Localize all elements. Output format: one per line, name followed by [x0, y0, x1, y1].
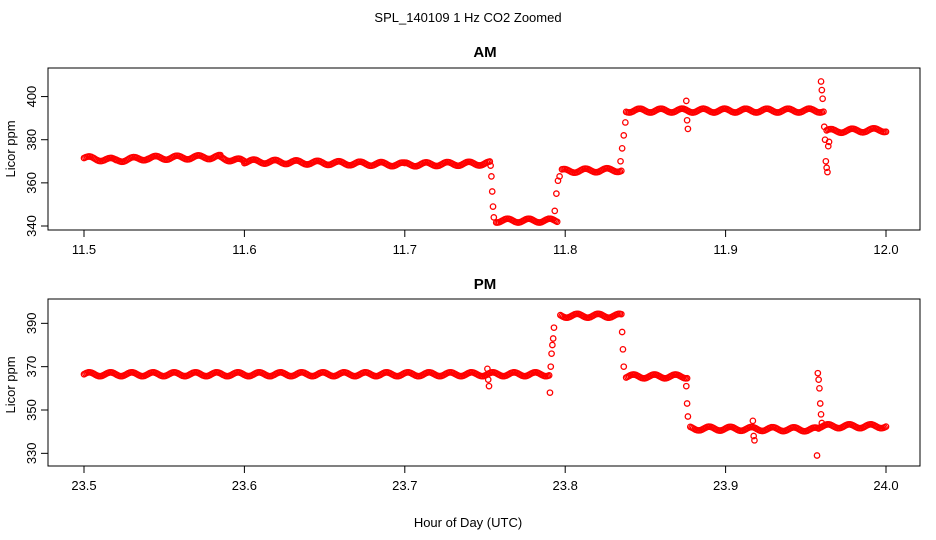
- am-y-tick-label: 380: [24, 129, 39, 151]
- data-point: [619, 345, 627, 353]
- pm-panel-title: PM: [474, 276, 497, 293]
- data-point: [546, 389, 554, 397]
- pm-y-tick-label: 330: [24, 442, 39, 464]
- am-x-tick-label: 11.7: [393, 242, 417, 257]
- pm-y-tick-label: 370: [24, 356, 39, 378]
- data-point: [617, 157, 624, 165]
- data-point: [620, 363, 628, 371]
- data-point: [823, 164, 831, 172]
- data-point: [819, 95, 826, 103]
- data-point: [486, 158, 494, 165]
- data-point: [814, 369, 822, 377]
- pm-y-axis: 330 350 370 390: [24, 312, 49, 464]
- pm-x-tick-label: 23.8: [553, 478, 578, 493]
- x-axis-label: Hour of Day (UTC): [414, 515, 522, 530]
- data-point: [621, 119, 629, 126]
- data-point: [617, 310, 625, 318]
- data-point: [682, 382, 690, 390]
- data-point: [820, 123, 828, 131]
- pm-x-tick-label: 23.7: [392, 478, 417, 493]
- data-point: [549, 335, 557, 342]
- data-point: [618, 328, 626, 336]
- data-point: [750, 432, 758, 440]
- am-y-tick-label: 400: [24, 86, 39, 108]
- data-point: [817, 410, 825, 418]
- data-point: [618, 144, 626, 152]
- data-point: [484, 365, 491, 373]
- am-x-tick-label: 11.5: [72, 242, 96, 257]
- data-point: [818, 86, 826, 94]
- data-point: [684, 125, 692, 133]
- data-point: [485, 382, 493, 390]
- am-panel: AM Licor ppm 11.5 11.6 11.7 11.8 11.9 12.0 34…: [3, 44, 921, 257]
- data-point: [818, 419, 826, 427]
- pm-data-points: [80, 310, 890, 459]
- data-point: [545, 372, 553, 379]
- am-panel-title: AM: [473, 44, 496, 61]
- data-point: [556, 173, 563, 180]
- data-point: [549, 341, 556, 349]
- data-point: [882, 423, 890, 430]
- data-point: [749, 417, 757, 425]
- data-point: [551, 207, 559, 215]
- data-point: [824, 142, 832, 150]
- pm-panel: PM Licor ppm 23.5 23.6 23.7 23.8 23.9 24.0 33…: [3, 276, 921, 493]
- data-point: [553, 218, 561, 226]
- am-data-points: [80, 78, 890, 226]
- pm-x-tick-label: 23.5: [71, 478, 96, 493]
- pm-plot-frame: [47, 298, 921, 467]
- data-point: [489, 203, 497, 210]
- figure-title: SPL_140109 1 Hz CO2 Zoomed: [374, 10, 561, 25]
- data-point: [620, 132, 628, 139]
- data-point: [548, 350, 555, 358]
- data-point: [487, 162, 494, 169]
- am-x-tick-label: 12.0: [873, 242, 898, 257]
- data-point: [683, 400, 691, 407]
- data-point: [816, 384, 823, 392]
- data-point: [547, 363, 555, 371]
- data-point: [683, 116, 691, 124]
- data-point: [824, 168, 831, 176]
- data-point: [813, 452, 821, 459]
- pm-y-tick-label: 350: [24, 399, 39, 421]
- data-point: [617, 167, 625, 175]
- data-point: [488, 188, 496, 195]
- data-point: [488, 173, 495, 180]
- pm-x-tick-label: 23.6: [232, 478, 257, 493]
- am-x-tick-label: 11.8: [553, 242, 577, 257]
- data-point: [490, 214, 498, 221]
- data-point: [882, 128, 890, 136]
- data-point: [683, 374, 691, 382]
- am-y-tick-label: 340: [24, 215, 39, 237]
- data-point: [815, 376, 822, 384]
- data-point: [550, 324, 558, 332]
- data-point: [553, 190, 560, 197]
- am-plot-frame: [47, 67, 921, 231]
- am-x-tick-label: 11.9: [713, 242, 737, 257]
- pm-x-axis: 23.5 23.6 23.7 23.8 23.9 24.0: [71, 465, 899, 493]
- data-point: [822, 157, 830, 165]
- pm-y-tick-label: 390: [24, 312, 39, 334]
- am-x-tick-label: 11.6: [232, 242, 256, 257]
- data-point: [817, 78, 825, 85]
- data-point: [684, 413, 692, 420]
- data-point: [825, 138, 833, 146]
- am-x-axis: 11.5 11.6 11.7 11.8 11.9 12.0: [72, 229, 899, 257]
- data-point: [682, 97, 690, 105]
- pm-x-tick-label: 24.0: [873, 478, 898, 493]
- data-point: [484, 376, 492, 384]
- am-y-axis: 340 360 380 400: [24, 86, 49, 237]
- am-y-axis-label: Licor ppm: [3, 120, 18, 177]
- pm-y-axis-label: Licor ppm: [3, 356, 18, 413]
- data-point: [751, 436, 758, 444]
- data-point: [820, 108, 827, 116]
- data-point: [816, 400, 824, 407]
- am-y-tick-label: 360: [24, 172, 39, 194]
- pm-x-tick-label: 23.9: [713, 478, 738, 493]
